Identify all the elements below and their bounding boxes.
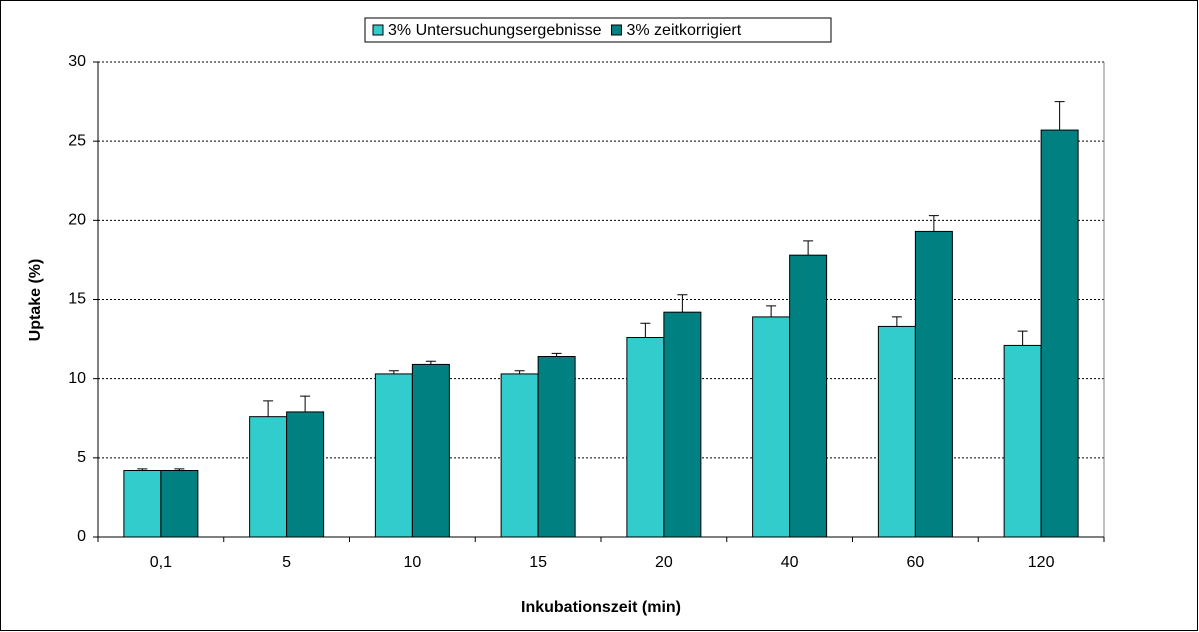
error-bar [1054, 101, 1065, 131]
error-bar [677, 294, 688, 313]
error-bar [551, 352, 562, 357]
y-tick-label: 20 [68, 212, 86, 229]
x-tick-label: 10 [403, 554, 421, 571]
error-bar [300, 395, 311, 412]
legend-swatch [610, 24, 622, 36]
error-bar [263, 400, 274, 417]
x-tick-label: 20 [655, 554, 673, 571]
y-tick-label: 25 [68, 132, 86, 149]
error-bar [388, 370, 399, 374]
error-bar [425, 360, 436, 365]
x-tick-label: 0,1 [150, 554, 172, 571]
bar [411, 363, 450, 538]
legend-label: 3% zeitkorrigiert [626, 22, 741, 39]
bar [537, 356, 576, 538]
x-tick-label: 40 [781, 554, 799, 571]
error-bar [514, 370, 525, 374]
bar [789, 254, 828, 538]
y-axis-label: Uptake (%) [27, 259, 44, 342]
y-tick-label: 0 [77, 528, 86, 545]
legend-label: 3% Untersuchungsergebnisse [388, 22, 602, 39]
bar [626, 337, 665, 538]
error-bar [1017, 330, 1028, 346]
y-tick-label: 15 [68, 291, 86, 308]
bar [914, 230, 953, 538]
bar [160, 470, 199, 538]
error-bar [640, 322, 651, 338]
bar [249, 416, 288, 538]
bar [1040, 129, 1079, 538]
legend-swatch [372, 24, 384, 36]
bar [752, 316, 791, 538]
y-tick-label: 5 [77, 449, 86, 466]
x-axis-label: Inkubationszeit (min) [521, 599, 681, 616]
bar [123, 470, 162, 538]
error-bar [174, 468, 185, 471]
y-tick-label: 30 [68, 53, 86, 70]
error-bar [766, 305, 777, 317]
bar [500, 373, 539, 538]
bar [663, 311, 702, 538]
bar [877, 325, 916, 538]
error-bar [891, 316, 902, 327]
legend-box [364, 17, 832, 43]
x-tick-label: 120 [1028, 554, 1055, 571]
error-bar [803, 240, 814, 256]
bar [286, 411, 325, 538]
error-bar [137, 468, 148, 471]
y-tick-label: 10 [68, 370, 86, 387]
x-tick-label: 60 [906, 554, 924, 571]
x-tick-label: 15 [529, 554, 547, 571]
bar [374, 373, 413, 538]
x-tick-label: 5 [282, 554, 291, 571]
error-bar [928, 215, 939, 232]
bar [1003, 344, 1042, 538]
